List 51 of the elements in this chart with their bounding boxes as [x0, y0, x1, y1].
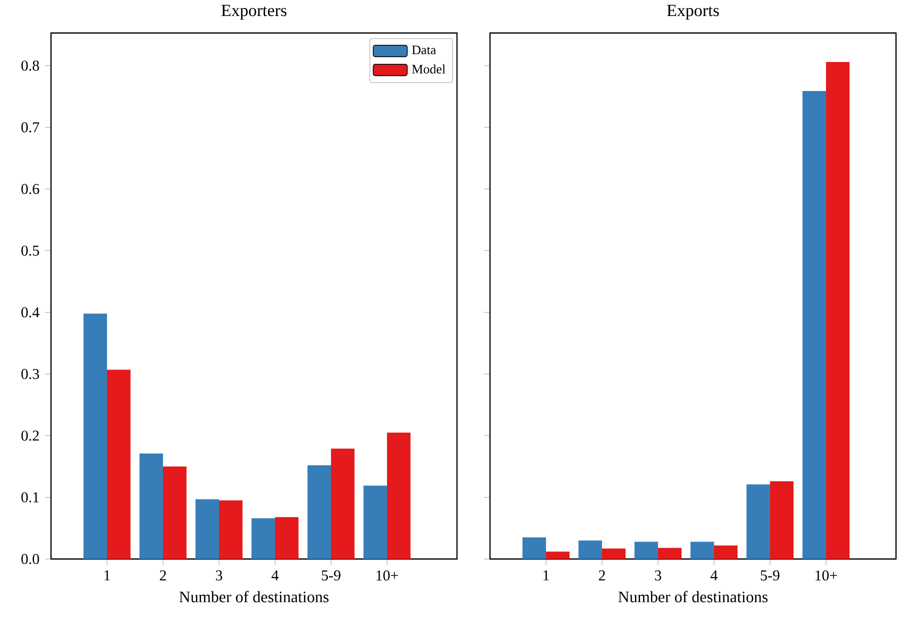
y-tick-label: 0.4	[21, 307, 40, 318]
x-tick-label: 3	[216, 570, 222, 580]
bar	[690, 542, 714, 559]
x-axis-title: Number of destinations	[179, 590, 329, 602]
bar	[578, 540, 602, 559]
bar	[602, 548, 626, 559]
y-tick-label: 0.8	[21, 60, 40, 71]
bar	[83, 314, 107, 559]
chart-title: Exports	[667, 4, 719, 20]
bar	[826, 62, 850, 559]
bar	[634, 542, 658, 559]
bar	[522, 537, 546, 559]
y-tick-label: 0.5	[21, 246, 40, 256]
x-tick-label: 5-9	[760, 570, 780, 580]
bar	[546, 552, 570, 559]
x-tick-label: 3	[654, 570, 662, 580]
legend-label: Model	[412, 64, 446, 74]
bar	[802, 90, 826, 559]
y-tick-label: 0.7	[21, 122, 40, 132]
y-tick-label: 0.6	[21, 184, 40, 194]
legend-label: Data	[412, 46, 436, 54]
chart-title: Exporters	[221, 4, 286, 20]
x-tick-label: 2	[160, 570, 166, 580]
bar	[195, 499, 219, 559]
bar	[331, 448, 355, 559]
bar	[219, 500, 243, 559]
x-tick-label: 4	[710, 570, 718, 580]
y-tick-label: 0.0	[21, 554, 40, 564]
y-tick-label: 0.3	[21, 368, 40, 380]
x-tick-label: 2	[598, 570, 605, 580]
x-tick-label: 5-9	[322, 570, 340, 580]
x-tick-label: 10+	[376, 570, 398, 581]
x-tick-label: 1	[104, 570, 110, 580]
bar	[275, 517, 299, 559]
bar	[107, 370, 131, 559]
bar	[387, 432, 411, 559]
bar	[163, 466, 187, 559]
y-tick-label: 0.1	[21, 492, 39, 502]
bar	[658, 548, 682, 559]
y-tick-label: 0.2	[21, 430, 39, 441]
bar	[714, 545, 738, 559]
bar	[770, 481, 794, 559]
bar	[746, 484, 770, 559]
bar	[307, 465, 332, 559]
bar	[363, 486, 388, 559]
x-tick-label: 4	[272, 570, 279, 580]
x-tick-label: 1	[544, 570, 549, 580]
bar	[251, 518, 276, 559]
x-axis-title: Number of destinations	[618, 590, 768, 602]
x-tick-label: 10+	[816, 570, 837, 581]
bar	[139, 454, 163, 559]
